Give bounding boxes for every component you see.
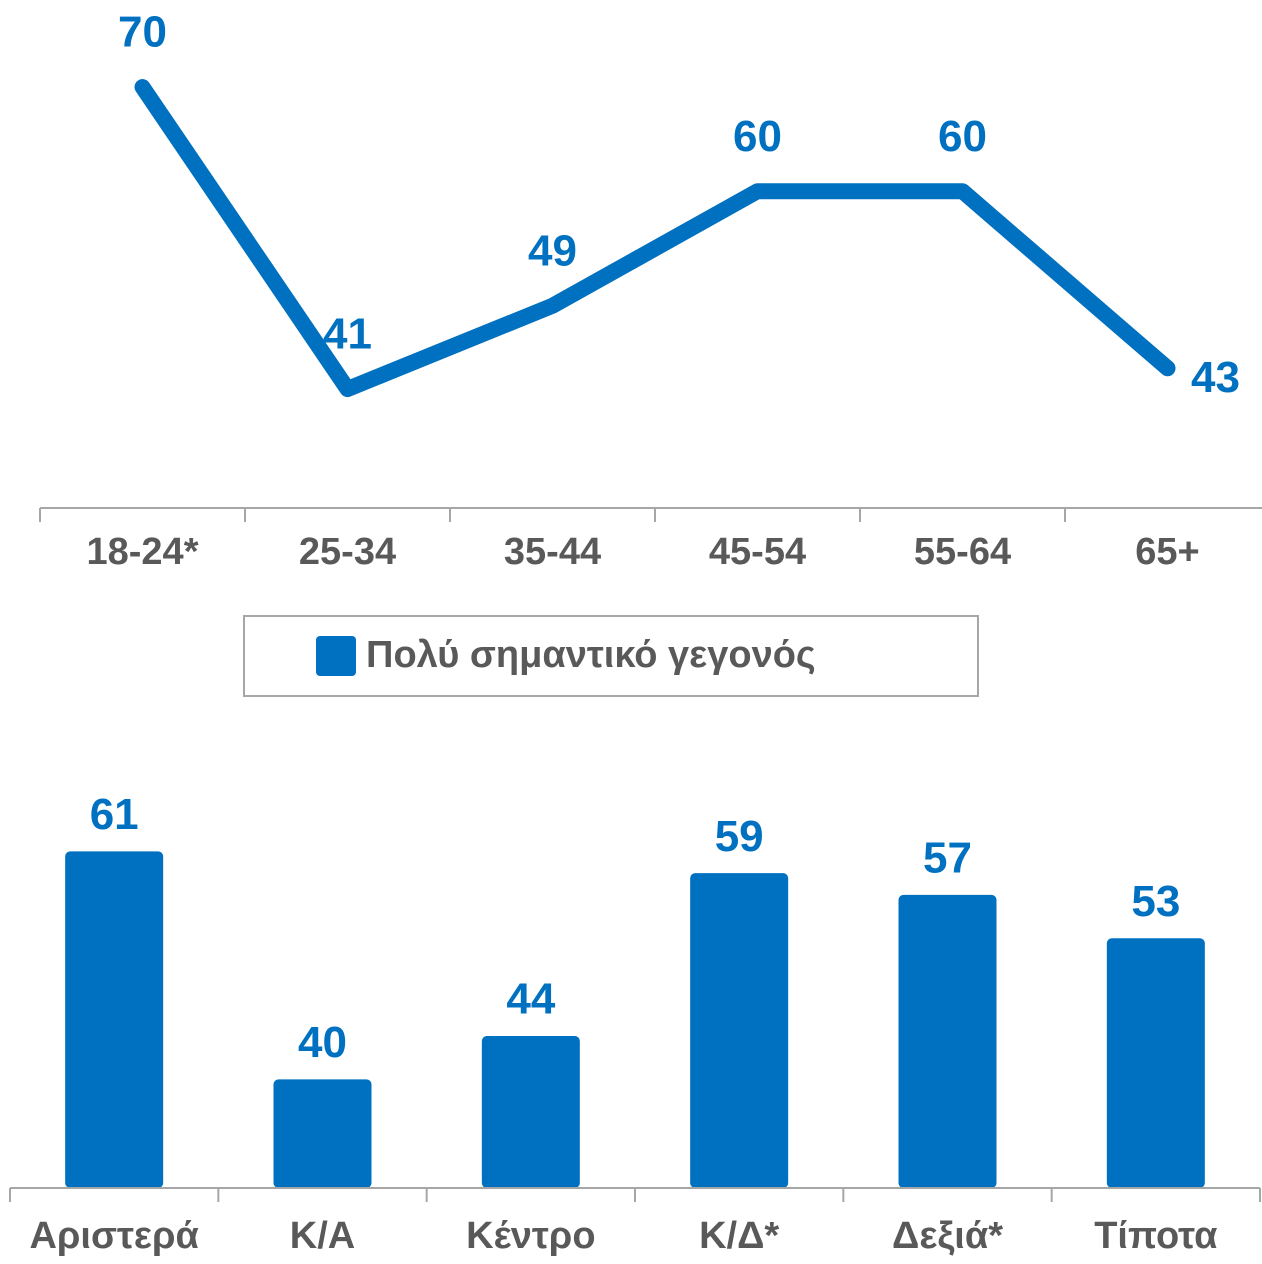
data-label: 41 xyxy=(323,310,372,359)
data-label: 43 xyxy=(1191,353,1240,402)
data-label: 60 xyxy=(733,112,782,161)
bar xyxy=(898,894,997,1188)
legend-label: Πολύ σημαντικό γεγονός xyxy=(366,634,816,676)
data-label: 70 xyxy=(118,8,167,57)
data-label: 61 xyxy=(90,790,139,839)
x-tick-label: 55-64 xyxy=(914,531,1011,573)
x-tick-label: 25-34 xyxy=(299,531,396,573)
x-tick-label: Αριστερά xyxy=(29,1215,198,1257)
x-tick-label: Δεξιά* xyxy=(892,1215,1003,1257)
bar xyxy=(690,873,789,1188)
bar xyxy=(481,1036,580,1188)
legend-box xyxy=(243,615,979,697)
x-tick-label: Κ/Δ* xyxy=(699,1215,779,1257)
x-tick-label: 65+ xyxy=(1135,531,1199,573)
data-label: 59 xyxy=(715,812,764,861)
x-tick-label: Κέντρο xyxy=(466,1215,595,1257)
x-tick-label: 18-24* xyxy=(87,531,199,573)
bar xyxy=(273,1079,372,1188)
x-tick-label: Τίποτα xyxy=(1094,1215,1217,1257)
line xyxy=(134,79,1176,398)
data-label: 53 xyxy=(1131,877,1180,926)
legend-swatch xyxy=(316,636,356,676)
data-label: 49 xyxy=(528,226,577,275)
data-label: 57 xyxy=(923,833,972,882)
data-label: 44 xyxy=(506,975,555,1024)
x-tick-label: 35-44 xyxy=(504,531,601,573)
bar xyxy=(1106,938,1205,1188)
bar xyxy=(65,851,164,1188)
data-label: 40 xyxy=(298,1018,347,1067)
data-label: 60 xyxy=(938,112,987,161)
x-tick-label: 45-54 xyxy=(709,531,806,573)
x-tick-label: Κ/Α xyxy=(290,1215,355,1257)
